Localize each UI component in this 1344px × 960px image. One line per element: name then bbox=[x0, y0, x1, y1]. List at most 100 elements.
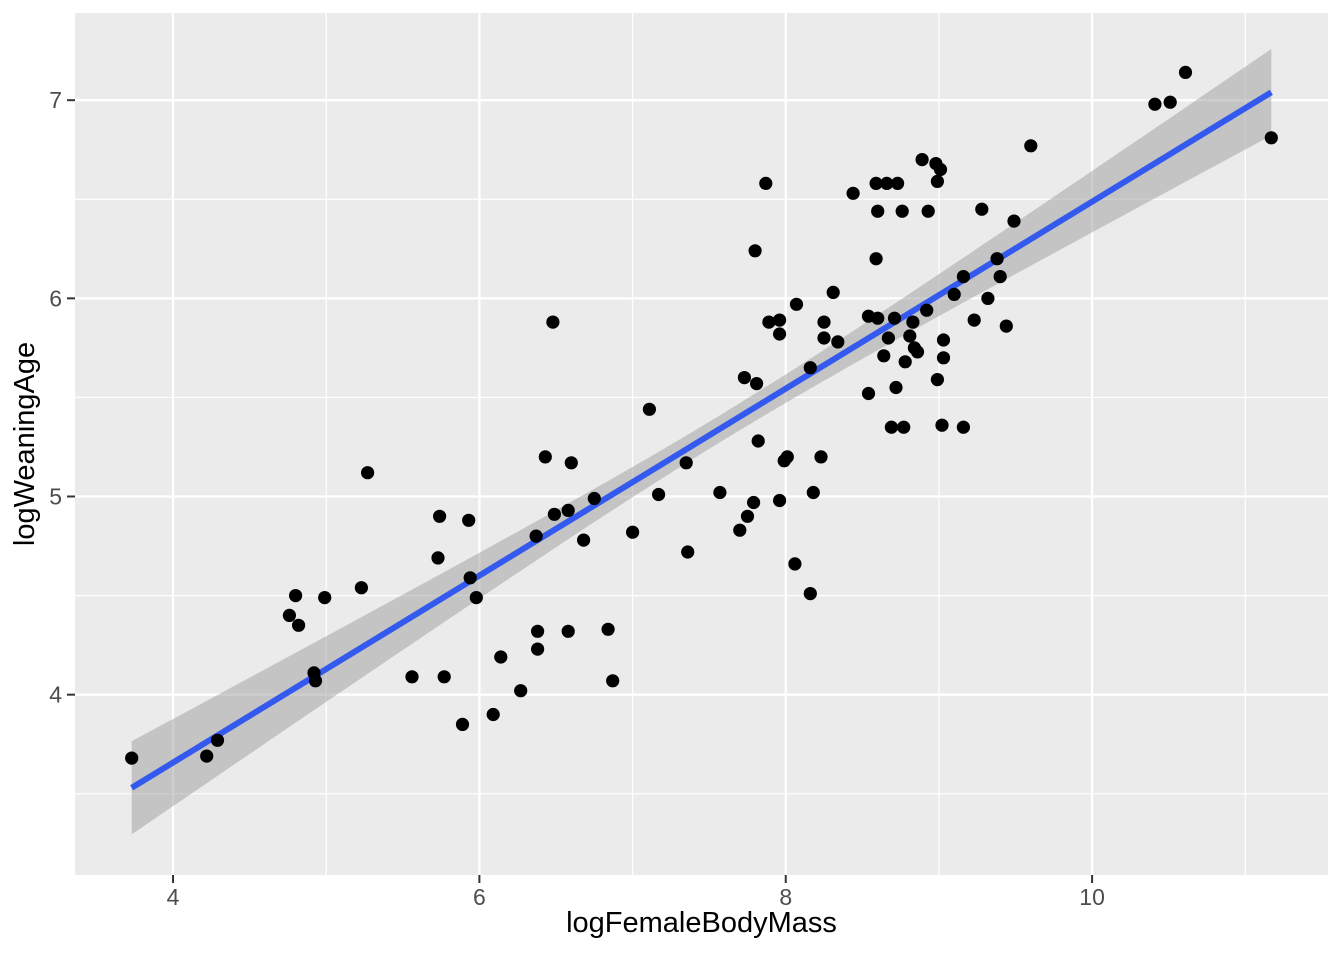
scatter-point bbox=[999, 319, 1013, 333]
x-tick-label: 10 bbox=[1079, 884, 1105, 910]
scatter-point bbox=[437, 670, 451, 684]
scatter-point bbox=[733, 523, 747, 537]
scatter-point bbox=[564, 456, 578, 470]
scatter-point bbox=[947, 287, 961, 301]
y-tick-label: 4 bbox=[49, 682, 62, 708]
scatter-point bbox=[915, 153, 929, 167]
scatter-point bbox=[891, 176, 905, 190]
scatter-point bbox=[679, 456, 693, 470]
scatter-point bbox=[993, 270, 1007, 284]
scatter-point bbox=[780, 450, 794, 464]
scatter-point bbox=[740, 509, 755, 523]
x-axis-title: logFemaleBodyMass bbox=[566, 907, 837, 939]
scatter-point bbox=[762, 315, 776, 329]
scatter-point bbox=[1024, 139, 1038, 153]
scatter-point bbox=[547, 507, 562, 521]
scatter-point bbox=[469, 591, 483, 605]
scatter-point bbox=[831, 335, 845, 349]
y-tick-label: 7 bbox=[49, 87, 62, 113]
scatter-point bbox=[936, 333, 951, 347]
scatter-point bbox=[956, 270, 971, 284]
scatter-point bbox=[561, 624, 575, 638]
scatter-point bbox=[881, 331, 896, 345]
scatter-point bbox=[282, 608, 296, 623]
scatter-point bbox=[681, 545, 695, 559]
scatter-point bbox=[561, 503, 575, 517]
scatter-point bbox=[463, 571, 477, 585]
scatter-point bbox=[587, 491, 601, 506]
scatter-point bbox=[789, 297, 804, 311]
scatter-point bbox=[814, 450, 828, 464]
scatter-point bbox=[292, 618, 306, 632]
scatter-point bbox=[433, 509, 447, 523]
scatter-point bbox=[455, 717, 470, 732]
scatter-point bbox=[289, 589, 303, 603]
scatter-point bbox=[956, 420, 971, 434]
y-tick-label: 6 bbox=[49, 285, 62, 311]
x-tick-label: 6 bbox=[473, 884, 486, 910]
scatter-point bbox=[887, 311, 902, 325]
scatter-point bbox=[538, 450, 552, 464]
scatter-point bbox=[737, 371, 752, 385]
x-tick-label: 8 bbox=[779, 884, 792, 910]
scatter-point bbox=[773, 493, 787, 508]
scatter-point bbox=[981, 291, 995, 305]
scatter-point bbox=[405, 670, 419, 684]
scatter-point bbox=[577, 533, 591, 547]
scatter-point bbox=[431, 551, 445, 565]
x-tick-label: 4 bbox=[167, 884, 180, 910]
scatter-point bbox=[869, 252, 883, 266]
scatter-point bbox=[713, 485, 727, 500]
scatter-point bbox=[1007, 214, 1021, 228]
scatter-point bbox=[817, 315, 831, 329]
scatter-point bbox=[884, 420, 899, 434]
scatter-point bbox=[200, 749, 214, 763]
scatter-point bbox=[910, 345, 925, 359]
scatter-point bbox=[773, 313, 787, 327]
scatter-point bbox=[1264, 131, 1278, 145]
scatter-point bbox=[759, 176, 773, 190]
scatter-point bbox=[486, 707, 500, 722]
scatter-point bbox=[871, 311, 885, 325]
scatter-point bbox=[751, 434, 765, 448]
scatter-point bbox=[930, 174, 945, 188]
scatter-point bbox=[846, 186, 860, 200]
scatter-point bbox=[601, 622, 615, 636]
scatter-point bbox=[606, 674, 620, 688]
scatter-point bbox=[642, 402, 657, 416]
scatter-point bbox=[361, 466, 375, 480]
scatter-point bbox=[354, 581, 368, 595]
scatter-point bbox=[897, 420, 911, 434]
scatter-point bbox=[531, 642, 545, 656]
scatter-point bbox=[531, 624, 545, 638]
scatter-point bbox=[861, 386, 876, 401]
scatter-point bbox=[1178, 65, 1193, 79]
scatter-point bbox=[889, 380, 903, 395]
scatter-point bbox=[747, 495, 761, 510]
scatter-point bbox=[903, 329, 917, 343]
scatter-point bbox=[877, 349, 891, 363]
scatter-point bbox=[652, 487, 666, 502]
scatter-point bbox=[626, 525, 640, 539]
scatter-point bbox=[529, 529, 543, 543]
scatter-point bbox=[826, 285, 840, 299]
regression-line bbox=[130, 89, 1273, 791]
y-tick-label: 5 bbox=[49, 484, 62, 510]
scatter-point bbox=[936, 351, 951, 365]
scatter-point bbox=[750, 377, 764, 391]
scatter-point bbox=[935, 418, 949, 432]
scatter-point bbox=[1163, 95, 1177, 109]
scatter-point bbox=[494, 650, 508, 664]
scatter-point bbox=[921, 204, 935, 218]
scatter-point bbox=[803, 361, 817, 375]
scatter-point bbox=[1148, 97, 1162, 111]
scatter-point bbox=[869, 176, 883, 190]
scatter-point bbox=[880, 176, 894, 190]
scatter-point bbox=[514, 684, 528, 698]
y-axis-title: logWeaningAge bbox=[9, 341, 42, 547]
scatter-point bbox=[895, 204, 909, 218]
scatter-point bbox=[933, 162, 948, 177]
scatter-point bbox=[906, 315, 920, 329]
